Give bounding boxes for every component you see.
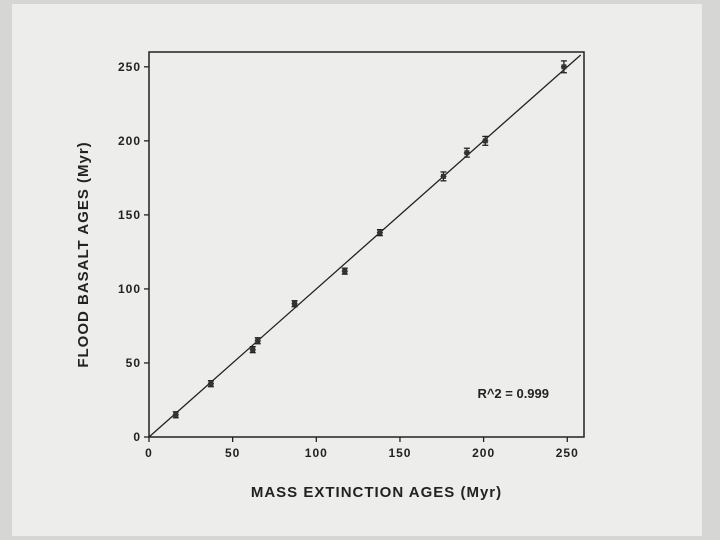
data-point <box>341 267 348 275</box>
axis-ticks: 0 50 100 150 200 250 0 50 100 150 200 250 <box>118 60 579 460</box>
r-squared-annotation: R^2 = 0.999 <box>477 386 549 401</box>
data-point <box>482 135 489 146</box>
point-marker <box>464 150 470 156</box>
y-tick-label: 200 <box>118 134 141 148</box>
data-point <box>560 60 567 74</box>
x-axis-title: MASS EXTINCTION AGES (Myr) <box>251 484 502 501</box>
point-marker <box>440 173 446 179</box>
data-point <box>463 147 470 158</box>
x-tick-label: 50 <box>225 446 240 460</box>
point-marker <box>173 412 179 418</box>
data-point <box>291 300 298 308</box>
fit-line <box>148 54 582 438</box>
y-tick-label: 250 <box>118 60 141 74</box>
point-marker <box>561 64 567 70</box>
data-points <box>172 60 567 419</box>
point-marker <box>342 268 348 274</box>
y-tick-label: 150 <box>118 208 141 222</box>
point-marker <box>292 301 298 307</box>
point-marker <box>255 338 261 344</box>
data-point <box>249 345 256 354</box>
data-point <box>440 171 447 182</box>
y-tick-label: 100 <box>118 282 141 296</box>
data-point <box>172 411 179 419</box>
point-marker <box>377 230 383 236</box>
y-tick-label: 50 <box>126 356 141 370</box>
point-marker <box>208 381 214 387</box>
x-tick-label: 150 <box>388 446 411 460</box>
x-tick-label: 0 <box>145 446 153 460</box>
x-tick-label: 250 <box>556 446 579 460</box>
y-axis-title: FLOOD BASALT AGES (Myr) <box>75 141 92 367</box>
figure-sheet <box>12 4 702 536</box>
point-marker <box>482 138 488 144</box>
x-tick-label: 200 <box>472 446 495 460</box>
fit-line-group <box>148 54 582 438</box>
data-point <box>376 229 383 237</box>
data-point <box>254 337 261 345</box>
data-point <box>207 380 214 388</box>
plot-frame <box>148 51 585 438</box>
y-tick-label: 0 <box>133 430 141 444</box>
x-tick-label: 100 <box>305 446 328 460</box>
point-marker <box>250 347 256 353</box>
